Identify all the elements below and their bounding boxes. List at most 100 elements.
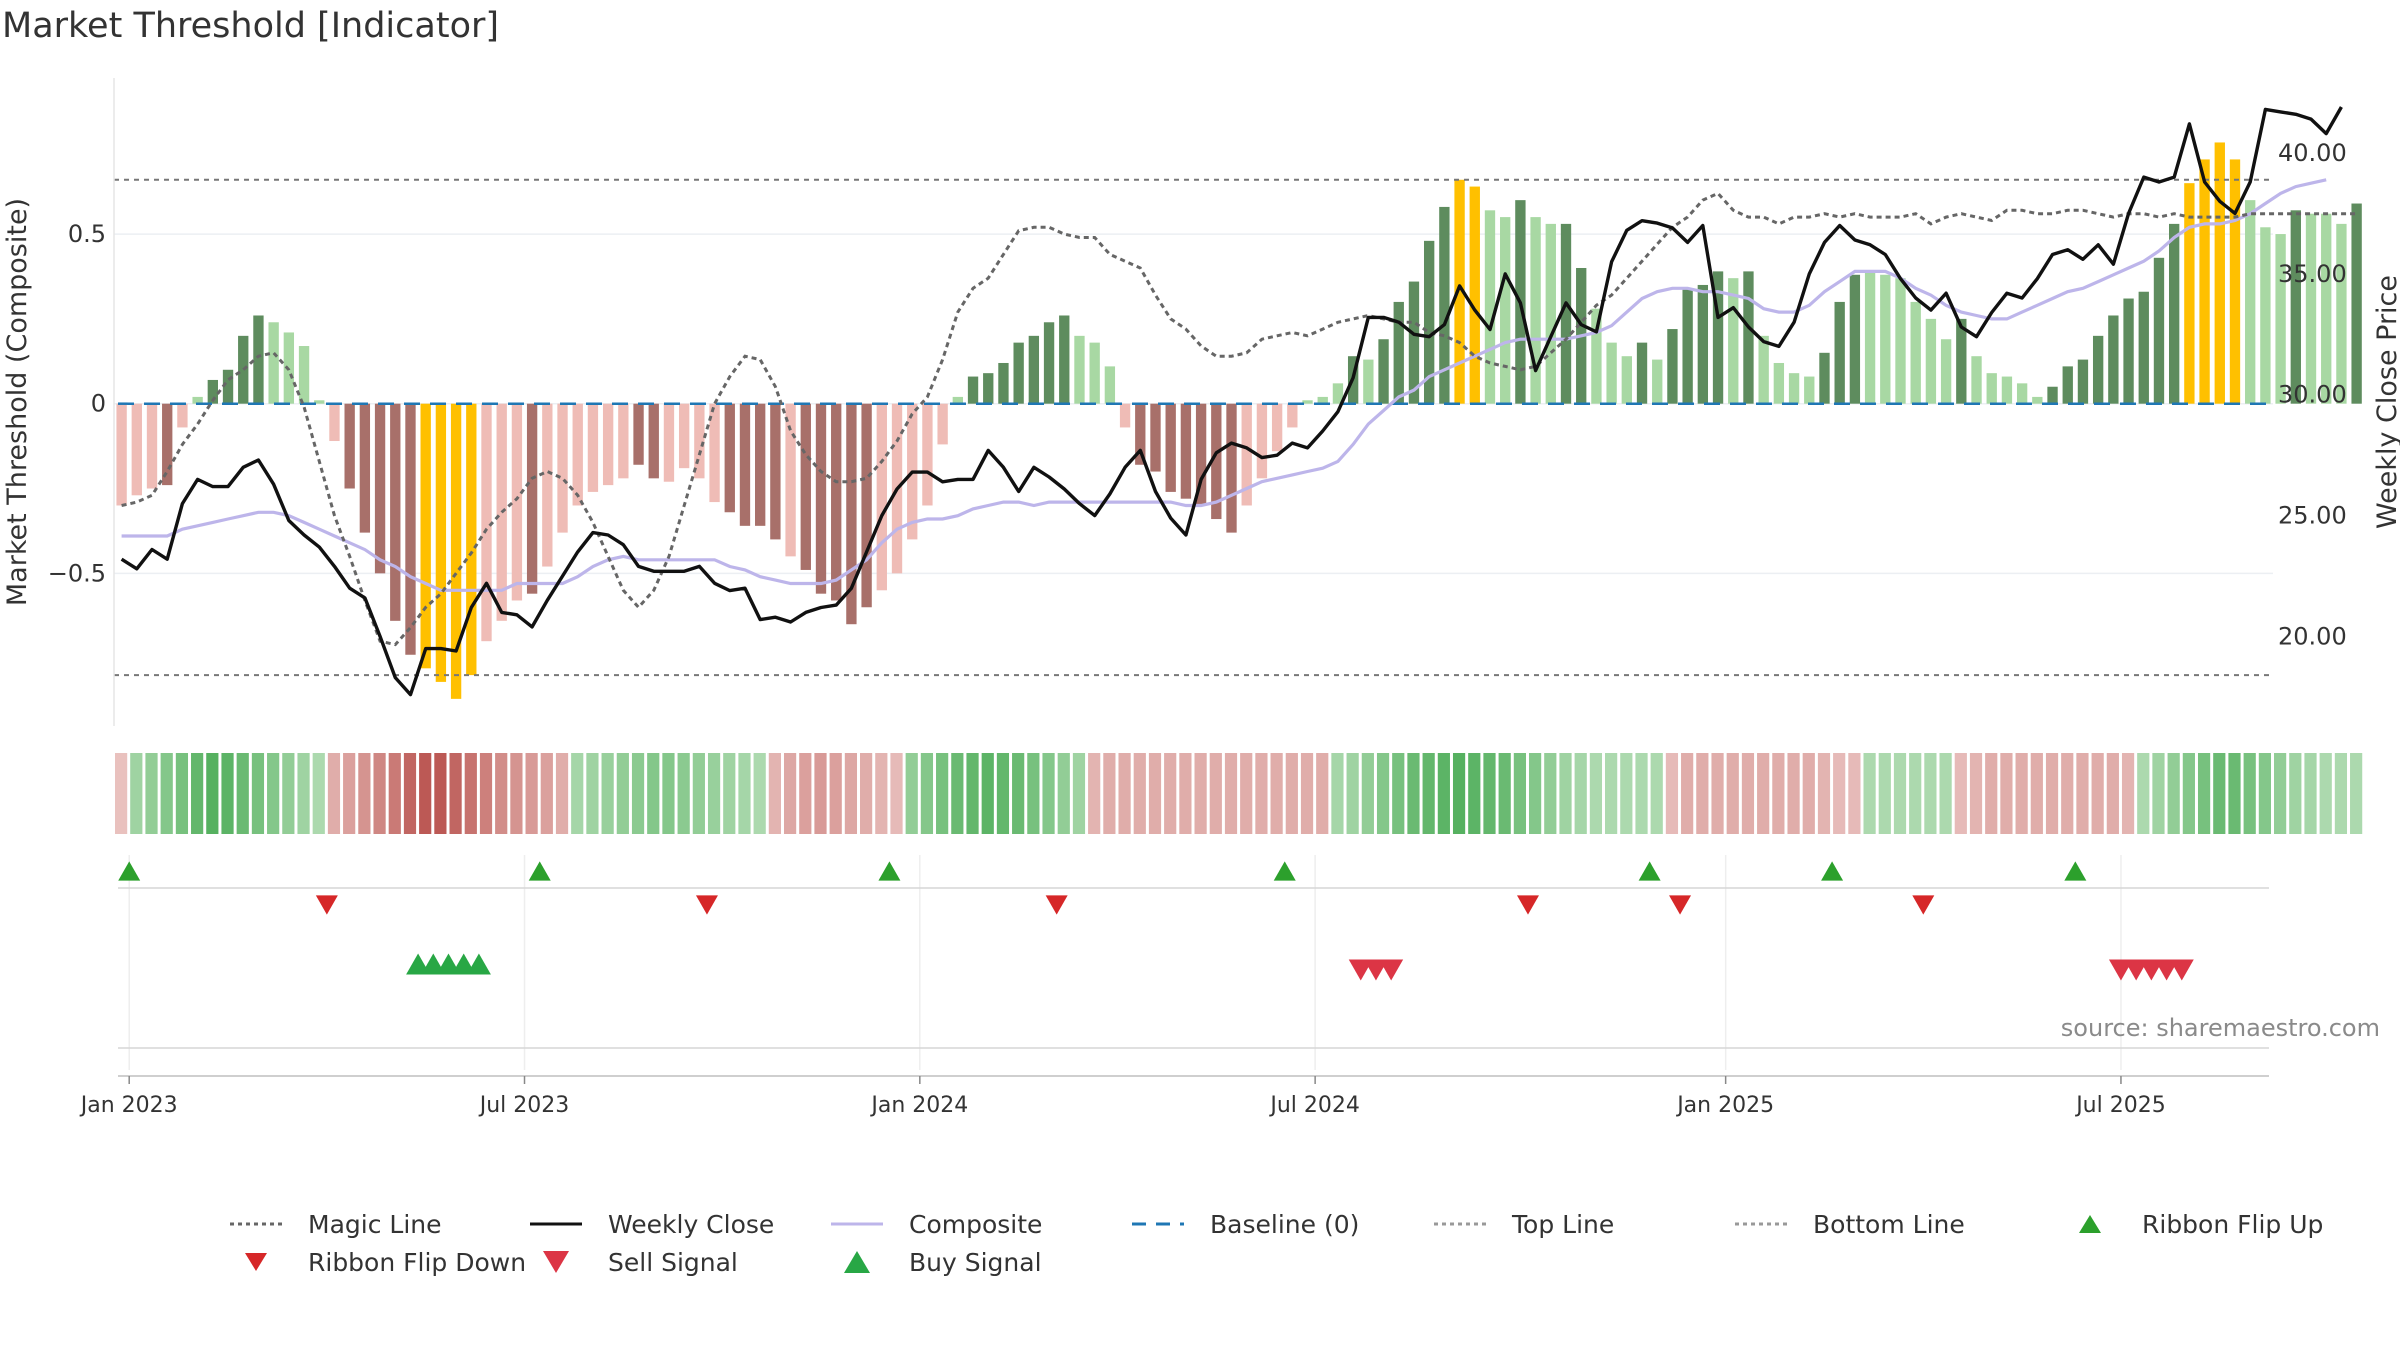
histogram-bar	[1241, 403, 1252, 506]
ribbon-cell	[175, 753, 189, 834]
ribbon-cell	[1346, 753, 1359, 834]
sell-signal-marker	[2108, 959, 2133, 981]
histogram-bar	[1804, 376, 1815, 404]
sell-signal-marker	[2124, 959, 2149, 981]
ribbon-cell	[844, 753, 858, 834]
legend-swatch	[844, 1251, 870, 1273]
histogram-bar	[998, 362, 1009, 404]
histogram-bar	[192, 396, 203, 404]
histogram-bar	[952, 396, 964, 404]
ribbon-cell	[814, 753, 827, 834]
histogram-bar	[1013, 342, 1024, 404]
histogram-bar	[511, 403, 523, 601]
ribbon-cell	[434, 753, 447, 834]
magic-line	[121, 191, 2357, 647]
ribbon-cell	[1133, 753, 1146, 834]
ribbon-cell	[236, 753, 249, 834]
histogram-bar	[1986, 373, 1997, 404]
ribbon-cell	[631, 753, 645, 834]
ribbon-cell	[1696, 753, 1709, 834]
histogram-bar	[1636, 342, 1648, 404]
histogram-bar	[739, 403, 751, 526]
ribbon-cell	[1772, 753, 1785, 834]
histogram-bar	[1256, 403, 1268, 479]
ribbon-cell	[267, 753, 280, 834]
histogram-bar	[967, 376, 979, 404]
ribbon-flip-up-marker	[1638, 861, 1661, 881]
histogram-bar	[207, 379, 218, 404]
ribbon-cell	[2319, 753, 2332, 834]
legend-item: Buy Signal	[829, 1243, 1042, 1281]
ribbon-cell	[875, 753, 888, 834]
histogram-bar	[2336, 223, 2347, 404]
ribbon-cell	[2106, 753, 2119, 834]
ribbon-cell	[2152, 753, 2165, 834]
ribbon-cell	[1635, 753, 1648, 834]
ribbon-cell	[905, 753, 918, 834]
histogram-bar	[922, 403, 933, 506]
histogram-bar	[618, 403, 629, 479]
histogram-bar	[1211, 403, 1222, 520]
histogram-bar	[1621, 356, 1632, 404]
ribbon-cell	[996, 753, 1010, 834]
legend-swatch	[831, 1222, 883, 1226]
histogram-bar	[1864, 271, 1876, 404]
ribbon-cell	[464, 753, 477, 834]
ribbon-cell	[495, 753, 508, 834]
histogram-bar	[1317, 396, 1328, 404]
ribbon-cell	[1620, 753, 1633, 834]
ribbon-cell	[2289, 753, 2302, 834]
ribbon-cell	[251, 753, 265, 834]
ribbon-cell	[768, 753, 781, 834]
ribbon-flip-up-marker	[1273, 861, 1296, 881]
legend-label: Ribbon Flip Up	[2142, 1209, 2324, 1239]
ribbon-cell	[1939, 753, 1952, 834]
histogram-bar	[1104, 366, 1116, 404]
ribbon-cell	[647, 753, 660, 834]
ribbon-cell	[2121, 753, 2135, 834]
ribbon-cell	[677, 753, 690, 834]
legend-swatch	[230, 1222, 282, 1226]
legend-item: Ribbon Flip Up	[2062, 1205, 2323, 1243]
ribbon-cell	[2167, 753, 2180, 834]
ribbon-cell	[312, 753, 325, 834]
chart-title: Market Threshold [Indicator]	[2, 6, 500, 46]
ribbon-cell	[860, 753, 873, 834]
sell-signal-marker	[1379, 959, 1404, 981]
ribbon-cell	[1559, 753, 1572, 834]
histogram-bar	[861, 403, 872, 608]
ribbon-cell	[1726, 753, 1739, 834]
histogram-bar	[815, 403, 827, 594]
histogram-bar	[724, 403, 735, 513]
ribbon-cell	[2015, 753, 2028, 834]
signals-layer	[118, 855, 2269, 1070]
histogram-bar	[1788, 373, 1800, 404]
histogram-bar	[2229, 159, 2241, 404]
histogram-bar	[2092, 335, 2104, 404]
ribbon-flip-down-marker	[695, 895, 718, 915]
sell-signal-marker	[2139, 959, 2164, 981]
histogram-bar	[785, 403, 796, 557]
ribbon-cell	[707, 753, 721, 834]
ribbon-cell	[1787, 753, 1800, 834]
histogram-bar	[831, 403, 842, 601]
ribbon-cell	[1103, 753, 1116, 834]
histogram-bar	[572, 403, 583, 506]
ribbon-flip-up-marker	[1821, 861, 1844, 881]
ribbon-cell	[1376, 753, 1390, 834]
ribbon-cell	[1468, 753, 1481, 834]
ribbon-cell	[1969, 753, 1983, 834]
ribbon-cell	[191, 753, 204, 834]
histogram-bar	[846, 403, 857, 625]
histogram-bar	[390, 403, 401, 621]
ribbon-cell	[1179, 753, 1192, 834]
histogram-bar	[1043, 322, 1055, 404]
right-axis-title: Weekly Close Price	[2372, 275, 2400, 529]
histogram-bar	[1712, 271, 1724, 404]
right-tick-label: 35.00	[2278, 260, 2347, 288]
histogram-bar	[1332, 383, 1344, 404]
histogram-bar	[116, 403, 127, 506]
histogram-bar	[1773, 362, 1785, 404]
ribbon-flip-down-marker	[1912, 895, 1935, 915]
